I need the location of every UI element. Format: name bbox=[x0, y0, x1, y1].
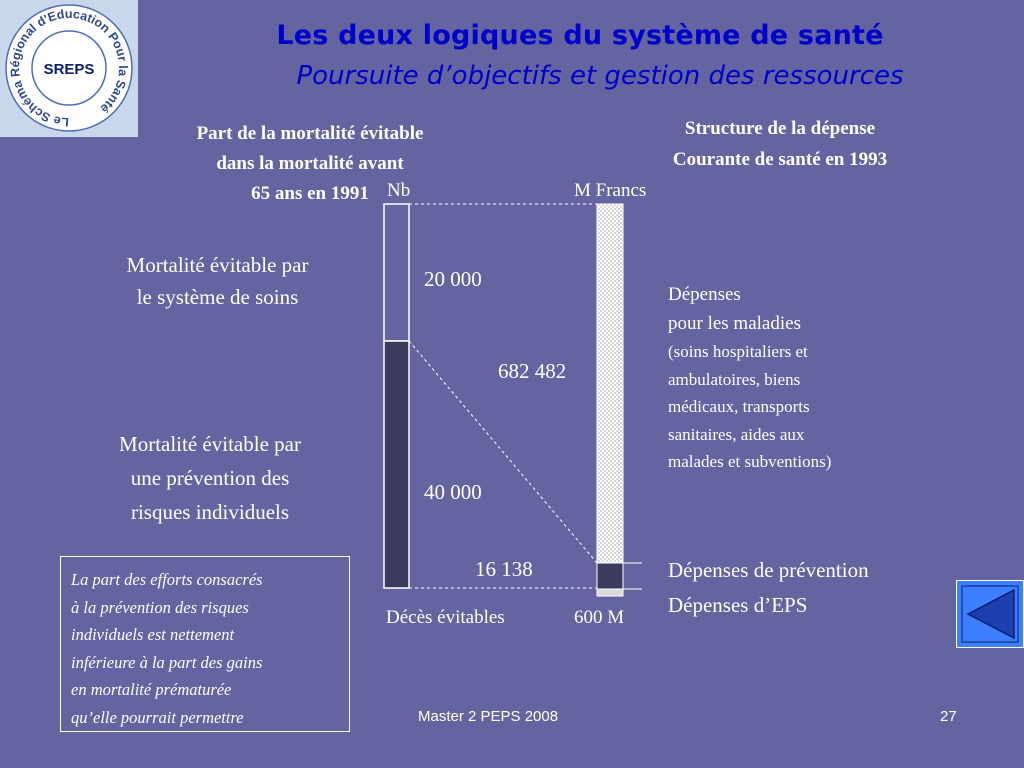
sreps-logo: Le Schéma Régional d'Education Pour la S… bbox=[0, 0, 138, 137]
mortality-heading-line3: 65 ans en 1991 bbox=[251, 183, 369, 204]
value-soins: 20 000 bbox=[424, 267, 482, 291]
spending-structure-heading: Structure de la dépense Courante de sant… bbox=[620, 113, 940, 175]
maladies-line1: Dépenses bbox=[668, 284, 741, 305]
nb-axis-label: Nb bbox=[387, 180, 411, 201]
note-line2: à la prévention des risques bbox=[71, 597, 249, 617]
slide-title: Les deux logiques du système de santé bbox=[276, 20, 884, 51]
logo-graphic: Le Schéma Régional d'Education Pour la S… bbox=[5, 4, 133, 132]
bar-mortalite-prevention bbox=[383, 340, 410, 589]
conclusion-note-box: La part des efforts consacrés à la préve… bbox=[60, 556, 350, 732]
label-soins-line1: Mortalité évitable par bbox=[126, 253, 309, 277]
page-number: 27 bbox=[940, 708, 957, 725]
600m-label: 600 M bbox=[574, 607, 625, 628]
structure-heading-line2: Courante de santé en 1993 bbox=[672, 149, 888, 170]
label-prevention-line1: Mortalité évitable par bbox=[119, 432, 301, 456]
label-depenses-prevention: Dépenses de prévention bbox=[668, 558, 869, 582]
deces-evitables-label: Décès évitables bbox=[386, 607, 505, 628]
mortality-heading: Part de la mortalité évitable dans la mo… bbox=[145, 119, 475, 209]
label-prevention-line2: une prévention des bbox=[130, 466, 290, 490]
back-arrow-icon bbox=[956, 580, 1024, 648]
maladies-line2: pour les maladies bbox=[668, 313, 801, 334]
bar-depenses-maladies bbox=[596, 203, 624, 564]
slide-subtitle: Poursuite d’objectifs et gestion des res… bbox=[296, 61, 904, 91]
maladies-detail2: ambulatoires, biens bbox=[668, 369, 801, 389]
note-line4: inférieure à la part des gains bbox=[71, 652, 263, 672]
bar-depenses-eps bbox=[596, 588, 624, 597]
label-mortalite-soins: Mortalité évitable par le système de soi… bbox=[85, 249, 350, 313]
francs-axis-label: M Francs bbox=[574, 180, 647, 201]
maladies-detail5: malades et subventions) bbox=[668, 452, 832, 471]
label-soins-line2: le système de soins bbox=[136, 285, 299, 309]
mortality-heading-line1: Part de la mortalité évitable bbox=[196, 123, 424, 144]
footer-course: Master 2 PEPS 2008 bbox=[418, 708, 559, 725]
bar-depenses-prevention bbox=[596, 562, 624, 590]
maladies-detail1: (soins hospitaliers et bbox=[668, 342, 808, 361]
label-depenses-maladies: Dépenses pour les maladies (soins hospit… bbox=[668, 280, 928, 476]
value-maladies: 682 482 bbox=[498, 359, 567, 383]
note-line5: en mortalité prématurée bbox=[71, 680, 232, 699]
mortality-heading-line2: dans la mortalité avant bbox=[216, 153, 404, 174]
label-mortalite-prevention: Mortalité évitable par une prévention de… bbox=[80, 427, 340, 529]
logo-name: SREPS bbox=[44, 61, 95, 78]
note-line3: individuels est nettement bbox=[71, 625, 235, 644]
note-line1: La part des efforts consacrés bbox=[71, 570, 263, 589]
structure-heading-line1: Structure de la dépense bbox=[684, 118, 876, 139]
diagonal-connector-line bbox=[408, 340, 598, 564]
label-depenses-eps: Dépenses d’EPS bbox=[668, 593, 808, 617]
maladies-detail3: médicaux, transports bbox=[668, 397, 810, 416]
back-nav-button[interactable] bbox=[956, 580, 1024, 648]
value-prevention-depenses: 16 138 bbox=[475, 557, 533, 581]
note-line6: qu’elle pourrait permettre bbox=[71, 707, 244, 727]
bar-mortalite-soins bbox=[383, 203, 410, 342]
label-prevention-line3: risques individuels bbox=[130, 500, 290, 524]
maladies-detail4: sanitaires, aides aux bbox=[668, 424, 805, 444]
value-prevention-risques: 40 000 bbox=[424, 480, 482, 504]
